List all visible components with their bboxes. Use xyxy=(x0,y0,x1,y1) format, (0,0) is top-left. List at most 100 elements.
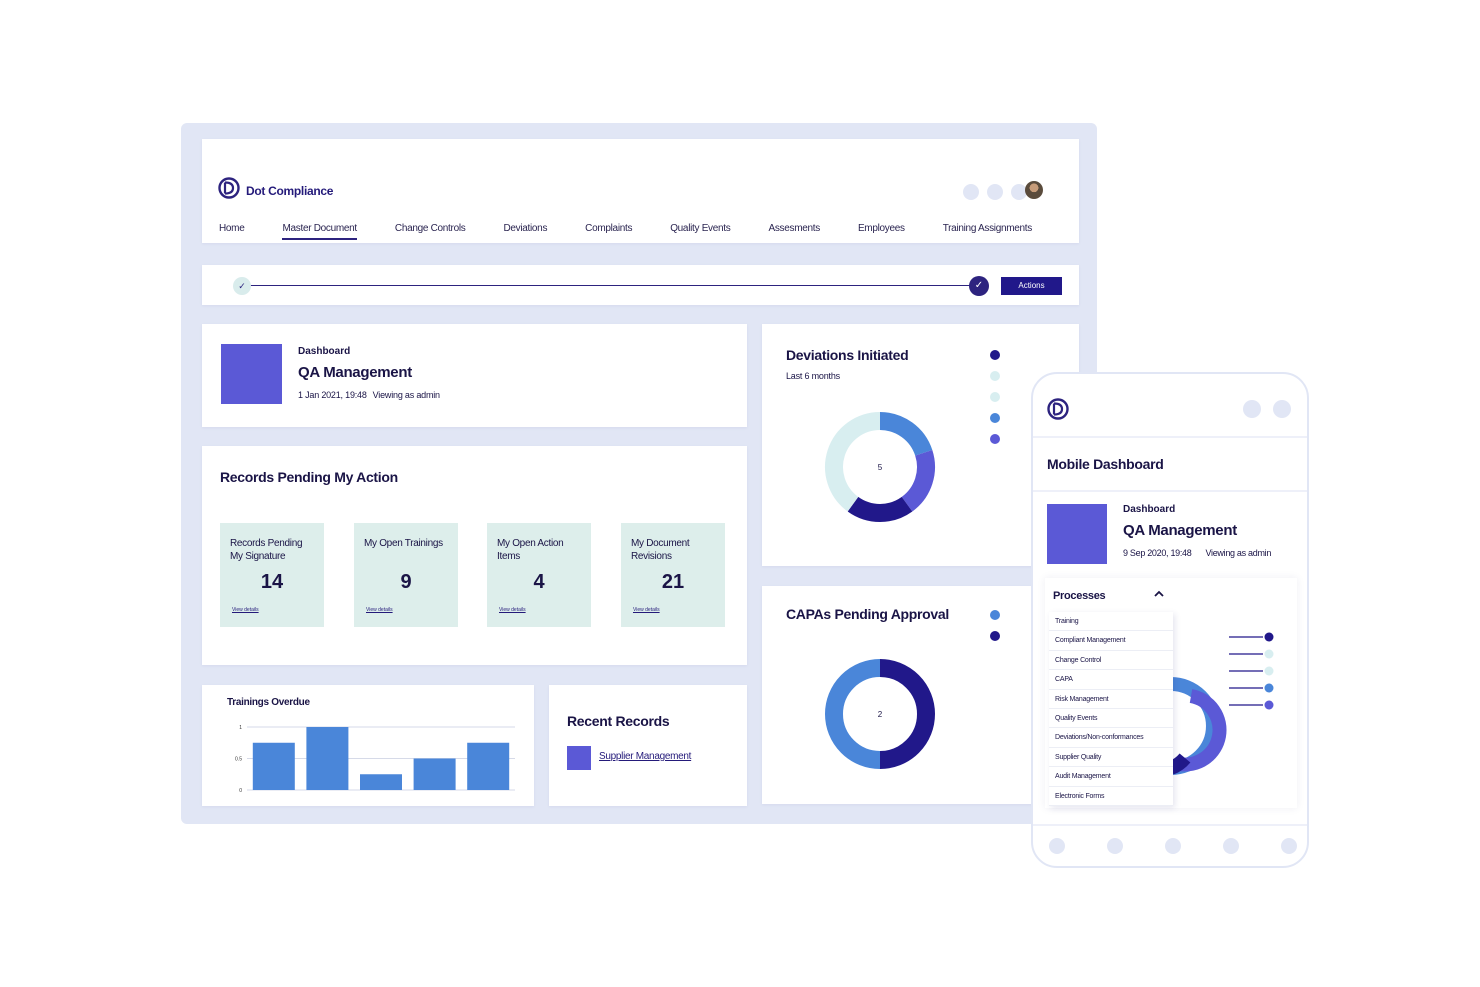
mobile-header-dot[interactable] xyxy=(1243,400,1261,418)
divider xyxy=(1033,824,1307,826)
nav-item-master-document[interactable]: Master Document xyxy=(282,223,358,240)
tile-value: 14 xyxy=(260,571,284,593)
tile-value: 9 xyxy=(400,571,412,593)
donut-slice[interactable] xyxy=(847,496,913,522)
record-thumbnail xyxy=(567,746,591,770)
header-action-dot[interactable] xyxy=(963,184,979,200)
records-tile-action-items[interactable]: My Open Action Items 4 View details xyxy=(487,523,591,627)
bottom-nav-dot[interactable] xyxy=(1049,838,1065,854)
dashboard-kicker: Dashboard xyxy=(298,346,351,357)
workflow-progress: ✓ ✓ Actions xyxy=(202,265,1079,305)
legend-dot xyxy=(1264,683,1274,693)
records-pending-card: Records Pending My Action Records Pendin… xyxy=(202,446,747,665)
mobile-header-dot[interactable] xyxy=(1273,400,1291,418)
bar[interactable] xyxy=(467,742,510,790)
mobile-dashboard-heading: Dashboard QA Management 9 Sep 2020, 19:4… xyxy=(1043,492,1301,580)
process-item[interactable]: Training xyxy=(1049,612,1173,632)
trainings-overdue-title: Trainings Overdue xyxy=(227,697,310,708)
dashboard-meta: 1 Jan 2021, 19:48 Viewing as admin xyxy=(298,390,440,400)
trainings-overdue-card: Trainings Overdue 1 0.5 0 xyxy=(202,685,534,806)
nav-item-training-assignments[interactable]: Training Assignments xyxy=(942,223,1033,234)
donut-slice[interactable] xyxy=(825,412,881,512)
dashboard-thumbnail xyxy=(221,344,282,404)
nav-item-assesments[interactable]: Assesments xyxy=(768,223,820,234)
legend-dot xyxy=(990,392,1000,402)
process-item[interactable]: CAPA xyxy=(1049,670,1173,690)
dot-compliance-logo-icon[interactable] xyxy=(1047,398,1069,420)
records-pending-title: Records Pending My Action xyxy=(220,469,398,485)
bottom-nav-dot[interactable] xyxy=(1107,838,1123,854)
nav-item-deviations[interactable]: Deviations xyxy=(503,223,548,234)
process-item[interactable]: Quality Events xyxy=(1049,709,1173,729)
nav-item-quality-events[interactable]: Quality Events xyxy=(670,223,731,234)
bottom-nav-dot[interactable] xyxy=(1165,838,1181,854)
y-tick-label: 1 xyxy=(239,725,242,731)
mobile-bottom-nav xyxy=(1033,826,1307,866)
bar[interactable] xyxy=(360,774,402,790)
bar[interactable] xyxy=(252,742,295,790)
bottom-nav-dot[interactable] xyxy=(1281,838,1297,854)
view-details-link[interactable]: View details xyxy=(499,607,526,613)
dashboard-heading-card: Dashboard QA Management 1 Jan 2021, 19:4… xyxy=(202,324,747,427)
page-title: QA Management xyxy=(298,364,412,381)
legend-dot xyxy=(1264,632,1274,642)
chevron-up-icon[interactable] xyxy=(1153,588,1165,603)
dashboard-title: QA Management xyxy=(1123,522,1237,539)
capas-title: CAPAs Pending Approval xyxy=(786,606,949,622)
capas-pending-card: CAPAs Pending Approval 2 xyxy=(762,586,1079,804)
donut-slice[interactable] xyxy=(879,659,935,769)
legend-dot xyxy=(990,350,1000,360)
process-item[interactable]: Compliant Management xyxy=(1049,631,1173,651)
dot-compliance-logo-icon[interactable] xyxy=(218,177,240,199)
capas-donut-chart: 2 xyxy=(825,659,935,769)
bar[interactable] xyxy=(306,727,349,790)
tile-label: My Document Revisions xyxy=(631,538,690,562)
desktop-dashboard-frame: Dot Compliance Home Master Document Chan… xyxy=(181,123,1097,824)
legend-dot xyxy=(990,434,1000,444)
actions-button[interactable]: Actions xyxy=(1001,277,1062,295)
legend-dot xyxy=(990,371,1000,381)
process-item[interactable]: Deviations/Non-conformances xyxy=(1049,728,1173,748)
process-item[interactable]: Risk Management xyxy=(1049,690,1173,709)
header-action-dot[interactable] xyxy=(1011,184,1027,200)
donut-slice[interactable] xyxy=(901,450,935,512)
deviations-subtitle: Last 6 months xyxy=(786,371,840,381)
process-item[interactable]: Supplier Quality xyxy=(1049,748,1173,768)
mobile-legend xyxy=(1229,632,1274,710)
records-tile-document-revisions[interactable]: My Document Revisions 21 View details xyxy=(621,523,725,627)
recent-record-link[interactable]: Supplier Management xyxy=(599,751,692,762)
tile-value: 4 xyxy=(533,571,545,593)
legend-dot xyxy=(990,631,1000,641)
recent-records-title: Recent Records xyxy=(567,713,670,729)
dashboard-date: 9 Sep 2020, 19:48 xyxy=(1123,548,1192,558)
legend-dot xyxy=(1264,700,1274,710)
process-item[interactable]: Audit Management xyxy=(1049,767,1173,787)
divider xyxy=(1033,490,1307,492)
nav-item-change-controls[interactable]: Change Controls xyxy=(394,223,466,234)
process-item[interactable]: Electronic Forms xyxy=(1049,787,1173,806)
user-avatar[interactable] xyxy=(1025,181,1043,199)
main-nav: Home Master Document Change Controls Dev… xyxy=(219,223,1032,240)
dashboard-thumbnail xyxy=(1047,504,1107,564)
records-tile-trainings[interactable]: My Open Trainings 9 View details xyxy=(354,523,458,627)
donut-slice[interactable] xyxy=(825,659,881,769)
view-details-link[interactable]: View details xyxy=(366,607,393,613)
dashboard-kicker: Dashboard xyxy=(1123,504,1176,515)
y-tick-label: 0 xyxy=(239,788,242,794)
records-tile-signature[interactable]: Records Pending My Signature 14 View det… xyxy=(220,523,324,627)
view-details-link[interactable]: View details xyxy=(232,607,259,613)
nav-item-complaints[interactable]: Complaints xyxy=(585,223,633,234)
legend-dot xyxy=(1264,666,1274,676)
deviations-donut-chart: 5 xyxy=(825,412,935,522)
header-action-dot[interactable] xyxy=(987,184,1003,200)
donut-slice[interactable] xyxy=(879,412,933,457)
y-tick-label: 0.5 xyxy=(235,757,242,763)
bottom-nav-dot[interactable] xyxy=(1223,838,1239,854)
bar[interactable] xyxy=(413,758,456,791)
processes-title: Processes xyxy=(1053,590,1106,602)
nav-item-home[interactable]: Home xyxy=(219,223,245,234)
nav-item-employees[interactable]: Employees xyxy=(857,223,905,234)
view-details-link[interactable]: View details xyxy=(633,607,660,613)
process-item[interactable]: Change Control xyxy=(1049,651,1173,671)
dashboard-viewing: Viewing as admin xyxy=(372,390,440,400)
